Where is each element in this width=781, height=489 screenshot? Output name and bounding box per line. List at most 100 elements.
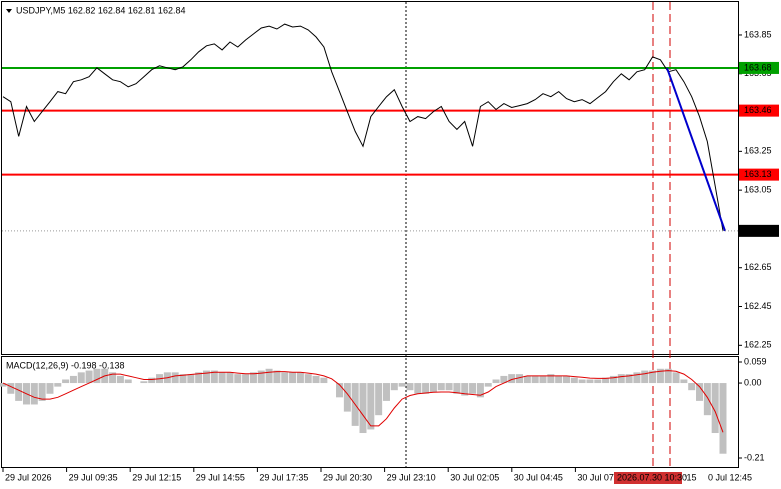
macd-bar [508, 374, 516, 384]
level-label: 163.68 [744, 62, 772, 72]
macd-bar [672, 372, 680, 384]
macd-bar [343, 383, 351, 412]
x-tick-label: 30 Jul 04:45 [514, 472, 563, 482]
y-tick-label: 162.65 [744, 262, 772, 272]
macd-bar [312, 375, 320, 384]
macd-bar [15, 383, 23, 401]
macd-bar [367, 383, 375, 430]
macd-bar [422, 383, 430, 394]
macd-bar [625, 374, 633, 384]
macd-bar [234, 374, 242, 384]
chart-title: USDJPY,M5 162.82 162.84 162.81 162.84 [16, 5, 185, 15]
macd-bar [555, 375, 563, 384]
y-tick-label: 0.00 [744, 377, 762, 387]
macd-bar [210, 370, 218, 384]
macd-bar [187, 374, 195, 384]
x-tick-label: 29 Jul 17:35 [259, 472, 308, 482]
macd-bar [124, 379, 132, 384]
macd-bar [54, 383, 62, 387]
macd-bar [171, 372, 179, 384]
macd-bar [406, 383, 414, 391]
macd-bar [562, 375, 570, 384]
macd-bar [649, 370, 657, 384]
macd-bar [484, 383, 492, 387]
x-tick-label: 0 Jul 12:45 [708, 472, 752, 482]
macd-bar [0, 383, 7, 387]
macd-bar [445, 383, 453, 391]
price-line [2, 23, 724, 231]
macd-bar [116, 375, 124, 384]
signal-line [2, 370, 724, 433]
macd-bar [273, 370, 281, 384]
x-tick-label: :15 [684, 472, 697, 482]
macd-panel [1, 356, 739, 468]
macd-bar [336, 383, 344, 398]
macd-bar [531, 375, 539, 384]
macd-bar [249, 372, 257, 384]
level-label-box [739, 168, 779, 181]
level-label: 163.13 [744, 169, 772, 179]
macd-bar [437, 383, 445, 391]
macd-bar [226, 372, 234, 384]
y-tick-label: -0.21 [744, 452, 765, 462]
x-tick-label: 29 Jul 20:30 [323, 472, 372, 482]
macd-bar [500, 375, 508, 384]
macd-bar [375, 383, 383, 416]
y-tick-label: 162.25 [744, 340, 772, 350]
macd-bar [609, 375, 617, 384]
macd-bar [195, 372, 203, 384]
y-tick-label: 0.059 [744, 356, 767, 366]
x-highlight-label: 2026.07.30 10:30 [617, 472, 687, 482]
macd-bar [109, 372, 117, 384]
level-label-box [739, 104, 779, 117]
macd-bar [602, 377, 610, 384]
x-tick-label: 29 Jul 2026 [5, 472, 52, 482]
macd-bar [7, 383, 15, 394]
macd-bar [296, 372, 304, 384]
y-tick-label: 163.85 [744, 29, 772, 39]
macd-bar [242, 374, 250, 384]
macd-bar [656, 368, 664, 384]
macd-bar [586, 379, 594, 384]
menu-arrow [6, 9, 12, 13]
y-tick-label: 162.45 [744, 301, 772, 311]
macd-bar [633, 372, 641, 384]
macd-title: MACD(12,26,9) -0.198 -0.138 [6, 360, 125, 370]
macd-bar [664, 368, 672, 384]
macd-bar [719, 383, 727, 454]
macd-bar [257, 370, 265, 384]
macd-bar [46, 383, 54, 394]
macd-bar [202, 370, 210, 384]
macd-bar [218, 372, 226, 384]
macd-bar [140, 381, 148, 384]
macd-bar [578, 379, 586, 384]
price-panel [1, 1, 739, 355]
macd-bar [85, 370, 93, 384]
macd-bar [523, 375, 531, 384]
macd-bar [69, 375, 77, 384]
macd-bar [320, 377, 328, 384]
macd-bar [281, 372, 289, 384]
x-tick-label: 30 Jul 02:05 [450, 472, 499, 482]
macd-bar [641, 370, 649, 384]
macd-bar [492, 379, 500, 384]
x-highlight-box [614, 472, 682, 484]
macd-bar [382, 383, 390, 401]
macd-bar [453, 383, 461, 394]
x-tick-label: 29 Jul 12:15 [132, 472, 181, 482]
macd-bar [304, 374, 312, 384]
x-tick-label: 29 Jul 09:35 [69, 472, 118, 482]
macd-bar [30, 383, 38, 405]
current-price-box [739, 224, 779, 237]
macd-bar [711, 383, 719, 434]
macd-bar [680, 379, 688, 384]
macd-bar [688, 383, 696, 391]
macd-bar [469, 383, 477, 394]
macd-bar [461, 383, 469, 396]
y-tick-label: 163.05 [744, 185, 772, 195]
trend-line [666, 67, 726, 232]
level-label: 163.46 [744, 105, 772, 115]
x-tick-label: 29 Jul 14:55 [196, 472, 245, 482]
